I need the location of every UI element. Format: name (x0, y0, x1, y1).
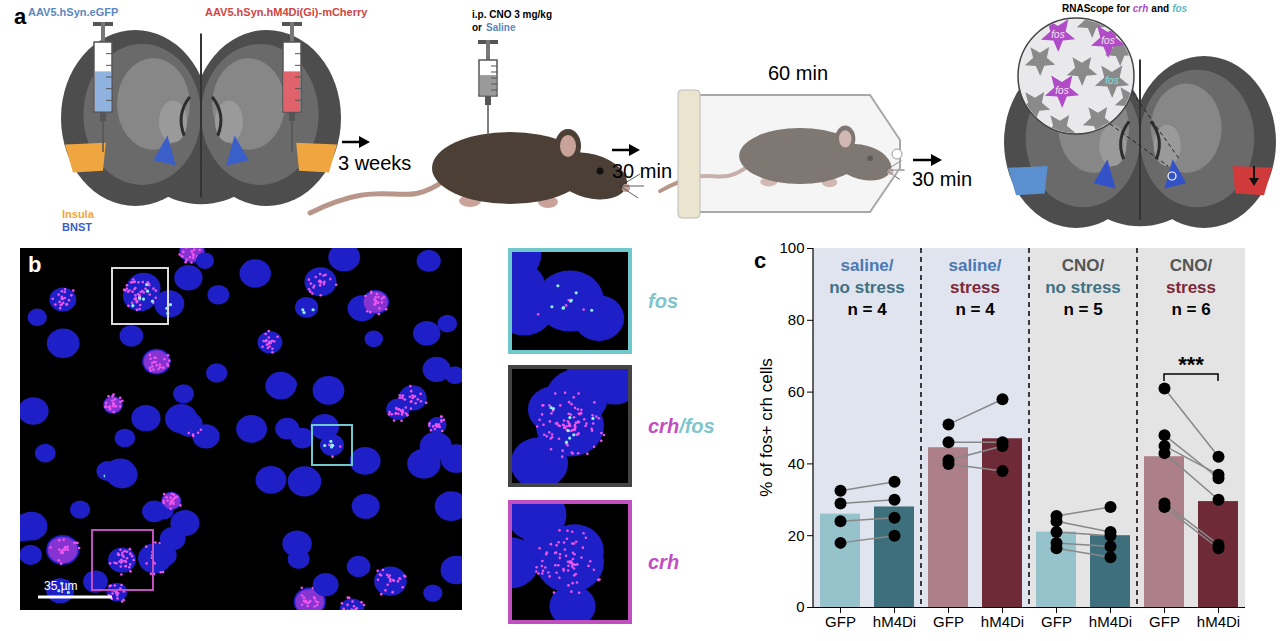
svg-text:b: b (28, 252, 41, 277)
svg-text:30 min: 30 min (912, 168, 972, 190)
svg-text:0: 0 (796, 598, 804, 615)
svg-text:GFP: GFP (825, 613, 856, 630)
svg-text:100: 100 (779, 239, 804, 256)
svg-text:fos: fos (1055, 85, 1068, 96)
svg-text:n = 4: n = 4 (847, 300, 887, 319)
svg-text:crh: crh (648, 551, 679, 573)
svg-text:fos: fos (1101, 35, 1114, 46)
svg-text:fos: fos (1105, 75, 1118, 86)
svg-text:crh/fos: crh/fos (648, 415, 715, 437)
svg-text:60 min: 60 min (768, 62, 828, 84)
svg-text:% of fos+ crh cells: % of fos+ crh cells (757, 358, 776, 496)
svg-text:fos: fos (1051, 29, 1064, 40)
svg-text:GFP: GFP (1149, 613, 1180, 630)
svg-text:no stress: no stress (829, 278, 905, 297)
svg-text:40: 40 (788, 455, 805, 472)
svg-text:35 µm: 35 µm (44, 579, 78, 593)
svg-text:n = 6: n = 6 (1171, 300, 1210, 319)
svg-text:***: *** (1178, 352, 1204, 377)
svg-text:saline/: saline/ (949, 256, 1002, 275)
svg-text:30 min: 30 min (612, 160, 672, 182)
svg-text:saline/: saline/ (841, 256, 894, 275)
svg-text:n = 4: n = 4 (955, 300, 995, 319)
svg-text:c: c (754, 248, 766, 273)
svg-text:GFP: GFP (1041, 613, 1072, 630)
svg-text:stress: stress (1166, 278, 1216, 297)
svg-text:fos: fos (648, 290, 678, 312)
svg-text:80: 80 (788, 311, 805, 328)
svg-text:no stress: no stress (1045, 278, 1121, 297)
svg-text:BNST: BNST (62, 221, 92, 233)
svg-text:hM4Di: hM4Di (873, 613, 916, 630)
svg-text:3 weeks: 3 weeks (338, 152, 411, 174)
svg-text:hM4Di: hM4Di (1197, 613, 1240, 630)
svg-text:AAV5.hSyn.hM4Di(Gi)-mCherry: AAV5.hSyn.hM4Di(Gi)-mCherry (205, 6, 368, 18)
svg-text:AAV5.hSyn.eGFP: AAV5.hSyn.eGFP (28, 6, 118, 18)
svg-text:stress: stress (950, 278, 1000, 297)
svg-text:orSaline: orSaline (472, 22, 516, 33)
svg-text:20: 20 (788, 527, 805, 544)
svg-text:Insula: Insula (62, 208, 95, 220)
svg-text:CNO/: CNO/ (1062, 256, 1105, 275)
svg-text:n = 5: n = 5 (1063, 300, 1102, 319)
svg-text:60: 60 (788, 383, 805, 400)
svg-text:a: a (14, 4, 27, 29)
svg-text:i.p. CNO 3 mg/kg: i.p. CNO 3 mg/kg (472, 9, 552, 20)
svg-text:hM4Di: hM4Di (981, 613, 1024, 630)
svg-text:CNO/: CNO/ (1170, 256, 1213, 275)
svg-text:RNAScope forcrhandfos: RNAScope forcrhandfos (1062, 3, 1188, 14)
svg-text:hM4Di: hM4Di (1089, 613, 1132, 630)
svg-text:GFP: GFP (933, 613, 964, 630)
